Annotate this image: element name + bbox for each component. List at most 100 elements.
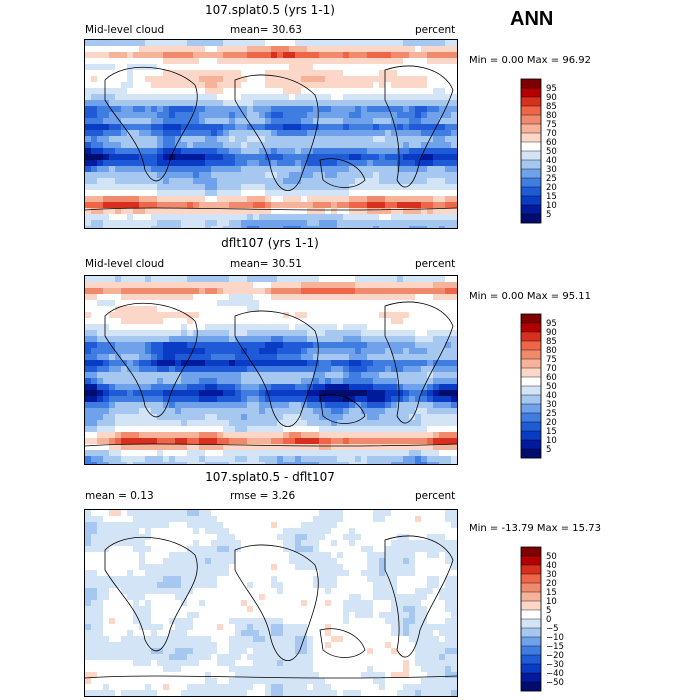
panel-1-colorbar: 95 90 85 80 75 70 60 50 40 30 25 20 15 10 5 (520, 78, 580, 228)
colorbar-tick-label: −30 (546, 660, 564, 670)
colorbar-tick-label: 0 (546, 615, 551, 625)
colorbar-tick-label: 15 (546, 427, 557, 437)
colorbar-tick-label: 85 (546, 337, 557, 347)
panel-2-minmax: Min = 0.00 Max = 95.11 (469, 291, 591, 302)
colorbar-tick-label: 95 (546, 84, 557, 94)
colorbar-swatch (521, 196, 541, 206)
colorbar-swatch (521, 404, 541, 414)
coastline (384, 301, 454, 424)
colorbar-tick-label: 10 (546, 436, 557, 446)
colorbar-tick-label: 80 (546, 346, 557, 356)
colorbar-tick-label: 15 (546, 192, 557, 202)
colorbar-tick-label: 50 (546, 147, 557, 157)
colorbar-tick-label: 25 (546, 174, 557, 184)
panel-3-field (85, 510, 457, 696)
coastline (234, 310, 319, 427)
colorbar-swatch (521, 565, 541, 575)
colorbar-swatch (521, 673, 541, 683)
panel-1-mean-label: mean= 30.63 (230, 24, 302, 36)
colorbar-swatch (521, 160, 541, 170)
colorbar-tick-label: −10 (546, 633, 564, 643)
colorbar-tick-label: 90 (546, 328, 557, 338)
colorbar-swatch (521, 359, 541, 369)
panel-2-colorbar: 95 90 85 80 75 70 60 50 40 30 25 20 15 10 5 (520, 313, 580, 463)
colorbar-swatch (521, 368, 541, 378)
colorbar-swatch (521, 106, 541, 116)
panel-1-minmax: Min = 0.00 Max = 96.92 (469, 55, 591, 66)
colorbar-tick-label: 10 (546, 597, 557, 607)
colorbar-tick-label: 5 (546, 445, 551, 455)
colorbar-tick-label: 30 (546, 165, 557, 175)
colorbar-swatch (521, 682, 541, 692)
panel-2-field (85, 276, 457, 464)
colorbar-swatch (521, 79, 541, 89)
colorbar-swatch (521, 574, 541, 584)
colorbar-swatch (521, 664, 541, 674)
colorbar-tick-label: −50 (546, 678, 564, 688)
coastline (384, 535, 454, 658)
panel-2-field-label: Mid-level cloud (85, 258, 165, 270)
season-label: ANN (510, 8, 554, 30)
colorbar-tick-label: 60 (546, 138, 557, 148)
coastline (104, 536, 198, 652)
coastline (384, 65, 454, 188)
panel-3-rmse-label: rmse = 3.26 (230, 490, 296, 502)
panel-3-title: 107.splat0.5 - dflt107 (205, 470, 335, 484)
panel-1-field (85, 40, 457, 228)
panel-1-map (84, 39, 458, 229)
panel-3-colorbar: 50 40 30 20 15 10 5 0 −5 −10 −15 −20 −30 −40 −50 (520, 546, 580, 696)
colorbar-swatch (521, 646, 541, 656)
colorbar-swatch (521, 205, 541, 215)
colorbar-tick-label: 40 (546, 561, 557, 571)
panel-2-units-label: percent (415, 258, 456, 270)
colorbar-swatch (521, 592, 541, 602)
panel-2-map (84, 275, 458, 465)
colorbar-swatch (521, 377, 541, 387)
colorbar-swatch (521, 142, 541, 152)
colorbar-tick-label: 50 (546, 552, 557, 562)
colorbar-swatch (521, 601, 541, 611)
colorbar-tick-label: 40 (546, 391, 557, 401)
panel-2-title: dflt107 (yrs 1-1) (221, 236, 319, 250)
colorbar-swatch (521, 350, 541, 360)
colorbar-tick-label: 5 (546, 210, 551, 220)
colorbar-tick-label: 75 (546, 355, 557, 365)
colorbar-tick-label: 90 (546, 93, 557, 103)
colorbar-tick-label: −20 (546, 651, 564, 661)
colorbar-tick-label: 70 (546, 364, 557, 374)
colorbar-swatch (521, 655, 541, 665)
colorbar-swatch (521, 115, 541, 125)
colorbar-tick-label: 20 (546, 418, 557, 428)
colorbar-tick-label: 95 (546, 319, 557, 329)
colorbar-tick-label: 50 (546, 382, 557, 392)
colorbar-tick-label: −15 (546, 642, 564, 652)
colorbar-tick-label: 5 (546, 606, 551, 616)
colorbar-swatch (521, 413, 541, 423)
colorbar-swatch (521, 133, 541, 143)
panel-1-units-label: percent (415, 24, 456, 36)
colorbar-tick-label: 30 (546, 400, 557, 410)
colorbar-tick-label: 60 (546, 373, 557, 383)
colorbar-tick-label: 20 (546, 183, 557, 193)
colorbar-swatch (521, 151, 541, 161)
panel-3-minmax: Min = -13.79 Max = 15.73 (469, 523, 601, 534)
colorbar-tick-label: 25 (546, 409, 557, 419)
colorbar-swatch (521, 395, 541, 405)
colorbar-swatch (521, 422, 541, 432)
colorbar-swatch (521, 187, 541, 197)
colorbar-swatch (521, 583, 541, 593)
colorbar-tick-label: 15 (546, 588, 557, 598)
colorbar-swatch (521, 431, 541, 441)
colorbar-swatch (521, 449, 541, 459)
coastline (104, 302, 198, 418)
coastline (234, 544, 319, 661)
colorbar-swatch (521, 619, 541, 629)
colorbar-tick-label: 80 (546, 111, 557, 121)
colorbar-swatch (521, 637, 541, 647)
coastline (319, 394, 366, 424)
colorbar-swatch (521, 314, 541, 324)
panel-1-field-label: Mid-level cloud (85, 24, 165, 36)
